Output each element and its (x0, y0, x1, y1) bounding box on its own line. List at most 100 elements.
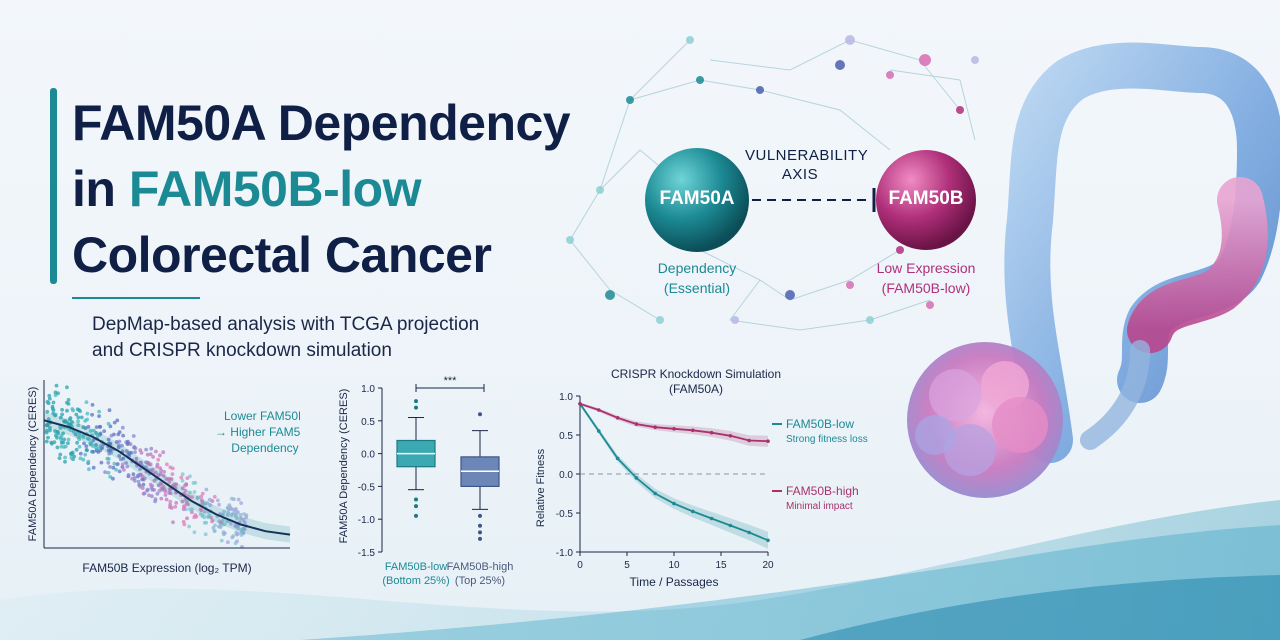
line-x-tick-label: 10 (668, 560, 680, 571)
scatter-point (90, 403, 95, 407)
network-dots (566, 35, 979, 324)
scatter-point (210, 499, 215, 503)
line-y-label: Relative Fitness (535, 448, 547, 527)
scatter-point (183, 488, 188, 493)
scatter-point (180, 472, 185, 477)
scatter-point (91, 428, 96, 433)
scatter-point (69, 455, 74, 460)
scatter-point (47, 396, 52, 401)
scatter-point (226, 540, 230, 545)
line-y-tick-label: 0.5 (559, 431, 573, 442)
scatter-point (187, 494, 192, 499)
scatter-point (158, 481, 163, 486)
scatter-point (159, 468, 164, 473)
scatter-point (88, 429, 93, 433)
colon-illustration (1004, 42, 1280, 463)
scatter-point (203, 532, 208, 537)
scatter-point (208, 503, 213, 508)
scatter-point (107, 408, 112, 413)
legend-note-high: Minimal impact (786, 501, 853, 512)
scatter-point (205, 501, 210, 505)
scatter-point (196, 495, 201, 500)
significance-label: *** (444, 375, 458, 387)
line-chart-title-line-1: CRISPR Knockdown Simulation (611, 367, 781, 381)
page-title-line-2: in FAM50B-low (72, 160, 422, 218)
scatter-point (235, 516, 240, 521)
box-y-tick-label: -1.0 (358, 515, 376, 526)
scatter-point (120, 425, 125, 430)
scatter-point (44, 439, 49, 444)
scatter-point (162, 487, 167, 491)
scatter-point (181, 507, 186, 512)
box-outlier (478, 536, 482, 541)
scatter-point (182, 504, 187, 508)
box-outlier (414, 405, 418, 410)
series-point (766, 439, 770, 443)
subtitle-line-1: DepMap-based analysis with TCGA projecti… (92, 314, 480, 335)
scatter-point (125, 464, 130, 469)
series-point (615, 456, 620, 461)
page-title-line-3: Colorectal Cancer (72, 227, 492, 283)
scatter-point (149, 446, 154, 451)
scatter-point (209, 515, 213, 520)
fam50b-node (876, 150, 976, 250)
scatter-point (111, 465, 116, 470)
scatter-point (74, 412, 79, 417)
series-confidence-band (580, 401, 768, 549)
scatter-point (95, 447, 100, 451)
scatter-point (145, 487, 150, 492)
scatter-point (71, 408, 75, 413)
scatter-point (238, 513, 243, 517)
scatter-point (59, 440, 64, 445)
scatter-point (204, 487, 209, 492)
scatter-point (48, 425, 52, 430)
scatter-point (210, 519, 215, 524)
page-title-accent: FAM50B-low (128, 161, 422, 217)
legend-series-high: FAM50B-high (786, 484, 859, 498)
scatter-point (50, 404, 55, 409)
scatter-point (59, 415, 63, 420)
series-point (672, 501, 676, 506)
scatter-point (192, 490, 197, 494)
scatter-point (167, 491, 172, 495)
series-point (634, 476, 639, 480)
scatter-point (204, 520, 209, 525)
scatter-point (226, 510, 231, 515)
fam50b-caption: Low Expression (FAM50B-low) (858, 258, 994, 298)
scatter-point (63, 455, 67, 460)
box-outlier (414, 504, 418, 509)
line-y-tick-label: 1.0 (559, 392, 573, 403)
fam50b-caption-line-2: (FAM50B-low) (881, 280, 971, 296)
line-chart: CRISPR Knockdown Simulation (FAM50A) 1.0… (535, 367, 868, 589)
line-y-tick-label: -0.5 (556, 509, 574, 520)
scatter-point (63, 459, 67, 464)
series-point (728, 434, 733, 438)
scatter-point (83, 419, 88, 423)
scatter-point (191, 481, 196, 485)
scatter-point (124, 461, 128, 465)
scatter-point (217, 524, 221, 529)
scatter-point (159, 496, 164, 501)
fam50a-caption-line-1: Dependency (657, 260, 737, 276)
scatter-point (46, 435, 50, 440)
series-point (597, 408, 601, 412)
scatter-point (155, 491, 160, 496)
scatter-point (184, 500, 189, 505)
scatter-point (147, 462, 152, 466)
scatter-point (235, 532, 239, 537)
title-accent-bar (50, 88, 57, 284)
scatter-point (207, 497, 212, 502)
scatter-point (107, 451, 112, 456)
scatter-point (91, 438, 96, 442)
scatter-point (45, 400, 50, 404)
scatter-point (229, 496, 234, 501)
scatter-point (215, 498, 220, 503)
scatter-point (219, 520, 224, 525)
series-point (578, 402, 582, 406)
scatter-point (127, 451, 132, 456)
scatter-point (243, 520, 247, 525)
box-outlier (414, 497, 418, 502)
scatter-point (94, 431, 98, 435)
dna-wave-art (0, 500, 1280, 640)
scatter-point (60, 412, 64, 417)
